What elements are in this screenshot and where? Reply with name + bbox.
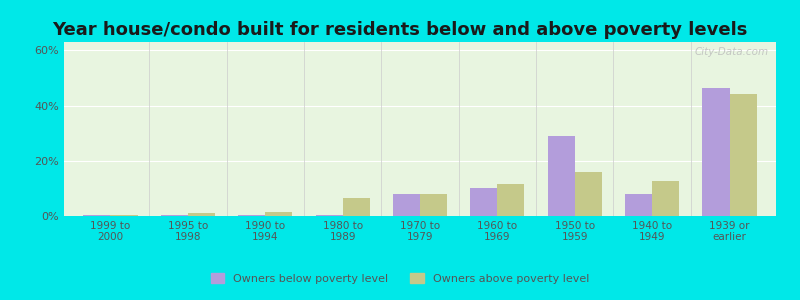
Bar — [625, 194, 652, 216]
Bar — [266, 212, 292, 216]
Bar — [652, 182, 679, 216]
Bar — [188, 213, 215, 216]
Bar — [498, 184, 525, 216]
Bar — [161, 214, 188, 216]
Text: Year house/condo built for residents below and above poverty levels: Year house/condo built for residents bel… — [52, 21, 748, 39]
Text: City-Data.com: City-Data.com — [694, 47, 769, 57]
Bar — [702, 88, 730, 216]
Bar — [315, 214, 342, 216]
Bar — [83, 214, 110, 216]
Bar — [548, 136, 574, 216]
Bar — [110, 214, 138, 216]
Bar — [393, 194, 420, 216]
Bar — [238, 214, 266, 216]
Legend: Owners below poverty level, Owners above poverty level: Owners below poverty level, Owners above… — [206, 269, 594, 288]
Bar — [470, 188, 498, 216]
Bar — [342, 198, 370, 216]
Bar — [420, 194, 447, 216]
Bar — [574, 172, 602, 216]
Bar — [730, 94, 757, 216]
